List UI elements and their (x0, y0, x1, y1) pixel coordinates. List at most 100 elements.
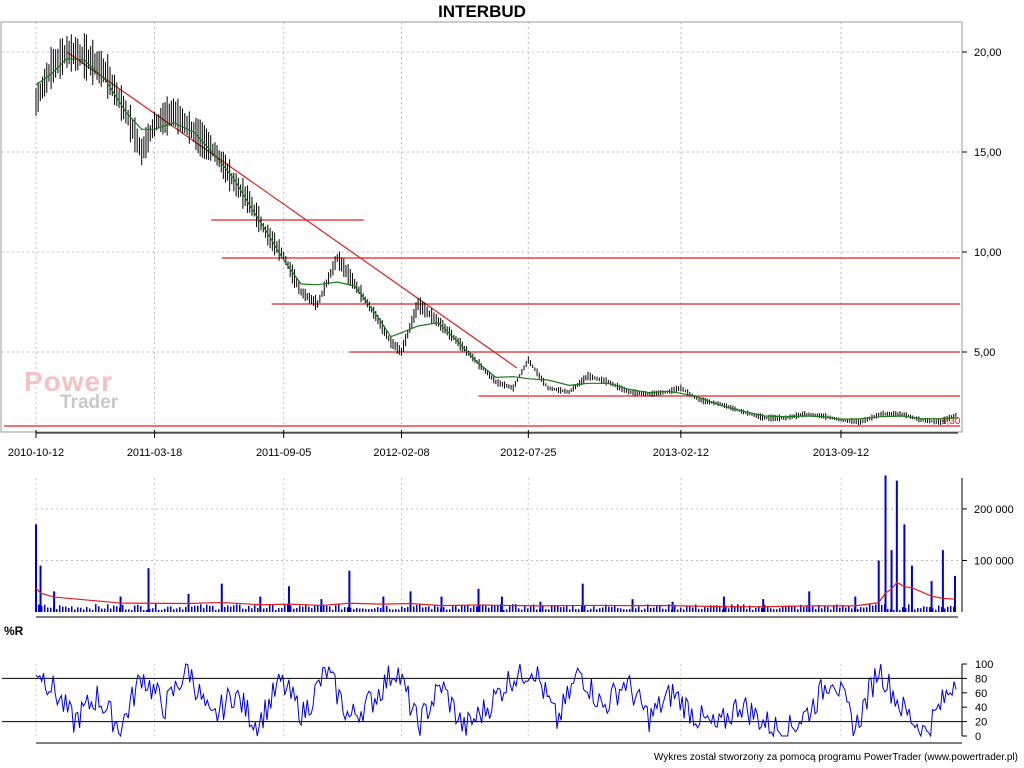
volume-bar-small (41, 605, 43, 612)
volume-bar-small (98, 606, 100, 612)
volume-bar-small (614, 605, 616, 612)
volume-bar-small (644, 608, 646, 612)
volume-bar (539, 601, 542, 612)
volume-bar-small (452, 606, 454, 612)
volume-bar-small (944, 608, 946, 612)
price-y-tick-label: 20,00 (974, 47, 1002, 59)
volume-bar-small (905, 608, 907, 612)
volume-bar-small (122, 604, 124, 612)
volume-bar (722, 596, 725, 612)
volume-bar-small (896, 605, 898, 612)
price-y-tick-label: 10,00 (974, 247, 1002, 259)
volume-bar-small (254, 605, 256, 612)
volume-bar-small (50, 607, 52, 612)
volume-bar-small (377, 607, 379, 612)
volume-bar-small (308, 606, 310, 612)
volume-moving-average (35, 581, 956, 608)
volume-bar-small (182, 609, 184, 612)
volume-bar-small (851, 608, 853, 612)
volume-bar-small (800, 604, 802, 612)
volume-bar-small (332, 609, 334, 612)
volume-bar-small (845, 607, 847, 612)
volume-bar-small (80, 607, 82, 612)
volume-bar-small (689, 606, 691, 612)
price-x-tick-label: 2010-10-12 (8, 447, 64, 459)
volume-bar-small (446, 609, 448, 612)
volume-bar-small (428, 606, 430, 612)
volume-bar-small (641, 609, 643, 612)
wr-y-tick-label: 0 (975, 731, 981, 743)
volume-bar-small (542, 605, 544, 612)
volume-bar-small (434, 604, 436, 612)
volume-bar-small (872, 605, 874, 612)
volume-bar-small (566, 605, 568, 612)
volume-bar-small (320, 604, 322, 612)
volume-bar-small (881, 605, 883, 612)
volume-bar-small (722, 609, 724, 612)
volume-bar-small (785, 605, 787, 612)
volume-bar (220, 583, 223, 612)
volume-bar-small (263, 608, 265, 612)
volume-bar (35, 524, 37, 612)
volume-bar-small (632, 607, 634, 612)
volume-bar-small (281, 608, 283, 612)
volume-bar-small (623, 609, 625, 612)
volume-bar-small (485, 605, 487, 612)
volume-bar-small (458, 608, 460, 612)
volume-bar-small (215, 609, 217, 612)
volume-bar-small (233, 605, 235, 612)
volume-bar-small (545, 609, 547, 612)
volume-bar-small (638, 606, 640, 612)
volume-bar-small (746, 608, 748, 612)
volume-bar-small (659, 604, 661, 612)
volume-bar-small (413, 606, 415, 612)
volume-bar-small (410, 609, 412, 612)
volume-bar-small (809, 607, 811, 612)
volume-bar-small (824, 605, 826, 612)
volume-bar-small (857, 608, 859, 612)
wr-y-tick-label: 40 (975, 702, 987, 714)
volume-bar-small (287, 604, 289, 612)
volume-bar-small (56, 608, 58, 612)
volume-bar (895, 480, 898, 612)
volume-bar-small (461, 605, 463, 612)
volume-bar-small (59, 605, 61, 612)
volume-bar-small (476, 606, 478, 612)
volume-bar-small (62, 606, 64, 612)
volume-bar (890, 550, 893, 612)
volume-bar-small (653, 607, 655, 612)
volume-bar-small (230, 606, 232, 612)
volume-bar-small (572, 605, 574, 612)
volume-bar (877, 560, 880, 612)
price-x-tick-label: 2013-09-12 (813, 447, 869, 459)
volume-bar-small (257, 607, 259, 612)
volume-bar-small (266, 608, 268, 612)
volume-bar-small (533, 604, 535, 612)
volume-bar-small (884, 604, 886, 612)
volume-bar-small (482, 604, 484, 612)
volume-bar-small (83, 609, 85, 612)
volume-bar-small (698, 608, 700, 612)
volume-bar-small (737, 604, 739, 612)
volume-bar-small (395, 609, 397, 612)
volume-bar-small (950, 605, 952, 612)
volume-bar-small (140, 606, 142, 612)
volume-bar (440, 596, 443, 612)
volume-bar-small (221, 608, 223, 612)
volume-bar-small (317, 605, 319, 612)
volume-bar-small (608, 606, 610, 612)
volume-bar (808, 591, 811, 612)
volume-bar-small (224, 606, 226, 612)
volume-bar-small (143, 609, 145, 612)
volume-bar-small (530, 606, 532, 612)
volume-bar-small (170, 606, 172, 612)
volume-bar-small (74, 609, 76, 612)
volume-bar-small (620, 608, 622, 612)
wr-y-tick-label: 80 (975, 673, 987, 685)
volume-bar-small (179, 607, 181, 612)
volume-bar (39, 565, 42, 612)
volume-bar-small (647, 604, 649, 612)
volume-bar-small (419, 604, 421, 612)
volume-bar-small (245, 608, 247, 612)
volume-bar-small (569, 609, 571, 612)
